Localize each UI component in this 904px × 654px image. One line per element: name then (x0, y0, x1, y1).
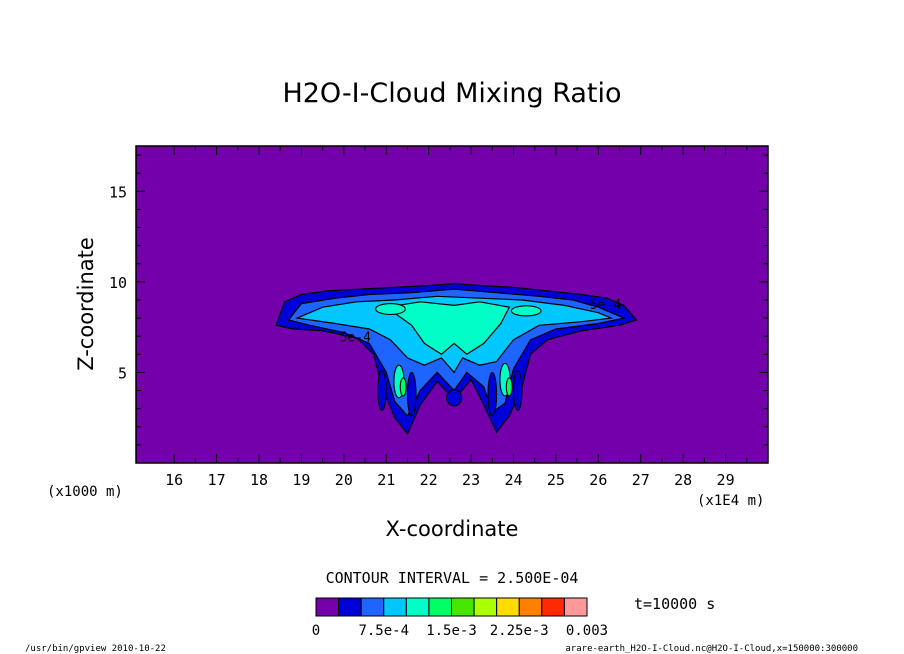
colorbar-swatch (383, 597, 407, 617)
x-tick-label: 20 (335, 471, 353, 489)
contour-patch (399, 377, 407, 397)
y-tick-label: 5 (118, 364, 127, 382)
colorbar-swatch (518, 597, 543, 617)
colorbar-swatch (541, 597, 565, 617)
y-tick-label: 10 (109, 274, 127, 292)
x-tick-label: 24 (504, 471, 522, 489)
colorbar-tick-label: 0.003 (566, 623, 608, 639)
x-tick-label: 25 (547, 471, 565, 489)
x-tick-label: 19 (292, 471, 310, 489)
x-axis-title: X-coordinate (386, 517, 519, 541)
contour-streak (406, 371, 417, 417)
plot-frame (135, 145, 769, 464)
colorbar-tick-label: 0 (312, 623, 320, 639)
colorbar-swatch (428, 597, 452, 617)
x-tick-label: 29 (717, 471, 735, 489)
colorbar-swatch (405, 597, 430, 617)
x-tick-label: 16 (165, 471, 183, 489)
y-tick-label: 15 (109, 183, 127, 201)
contour-patch (510, 305, 542, 317)
footer-right: arare-earth_H2O-I-Cloud.nc@H2O-I-Cloud,x… (565, 644, 858, 654)
x-tick-label: 28 (674, 471, 692, 489)
chart-title: H2O-I-Cloud Mixing Ratio (282, 78, 621, 109)
x-tick-label: 26 (589, 471, 607, 489)
footer-left: /usr/bin/gpview 2010-10-22 (25, 644, 166, 654)
contour-label: 5e-4 (340, 331, 371, 346)
colorbar-tick-label: 7.5e-4 (358, 623, 409, 639)
contour-streak (445, 389, 463, 407)
contour-interval: CONTOUR INTERVAL = 2.500E-04 (326, 569, 579, 587)
colorbar: 0 7.5e-4 1.5e-3 2.25e-3 0.003 (312, 597, 608, 639)
axes: 16 17 18 19 20 21 22 23 24 25 26 27 28 29 5 10 15 (109, 146, 768, 489)
x-tick-label: 27 (632, 471, 650, 489)
y-axis-title: Z-coordinate (74, 237, 98, 371)
colorbar-swatch (563, 597, 588, 617)
colorbar-tick-label: 2.25e-3 (490, 623, 549, 639)
contour-label: 5e-4 (590, 298, 621, 313)
contour-streak (377, 370, 387, 412)
colorbar-swatch (451, 597, 475, 617)
x-tick-label: 21 (377, 471, 395, 489)
plot-area: 5e-4 5e-4 16 17 18 19 20 21 22 23 24 25 26 27 28 29 5 10… (109, 145, 769, 489)
colorbar-swatch (338, 597, 362, 617)
contour-patch (505, 377, 513, 397)
x-unit-left: (x1000 m) (47, 484, 123, 500)
contour-streak (512, 370, 523, 412)
contour-level-4 (384, 301, 511, 356)
colorbar-swatch (496, 597, 520, 617)
contour-streak (487, 371, 498, 417)
time-label: t=10000 s (634, 595, 715, 613)
x-tick-label: 18 (250, 471, 268, 489)
x-tick-label: 23 (462, 471, 480, 489)
contour-patch (375, 303, 406, 316)
x-unit-right: (x1E4 m) (697, 493, 764, 509)
colorbar-swatch (315, 597, 340, 617)
colorbar-swatch (473, 597, 498, 617)
cloud-field: 5e-4 5e-4 (275, 283, 638, 436)
x-tick-label: 17 (208, 471, 226, 489)
x-tick-label: 22 (420, 471, 438, 489)
colorbar-swatch (360, 597, 385, 617)
colorbar-tick-label: 1.5e-3 (426, 623, 477, 639)
